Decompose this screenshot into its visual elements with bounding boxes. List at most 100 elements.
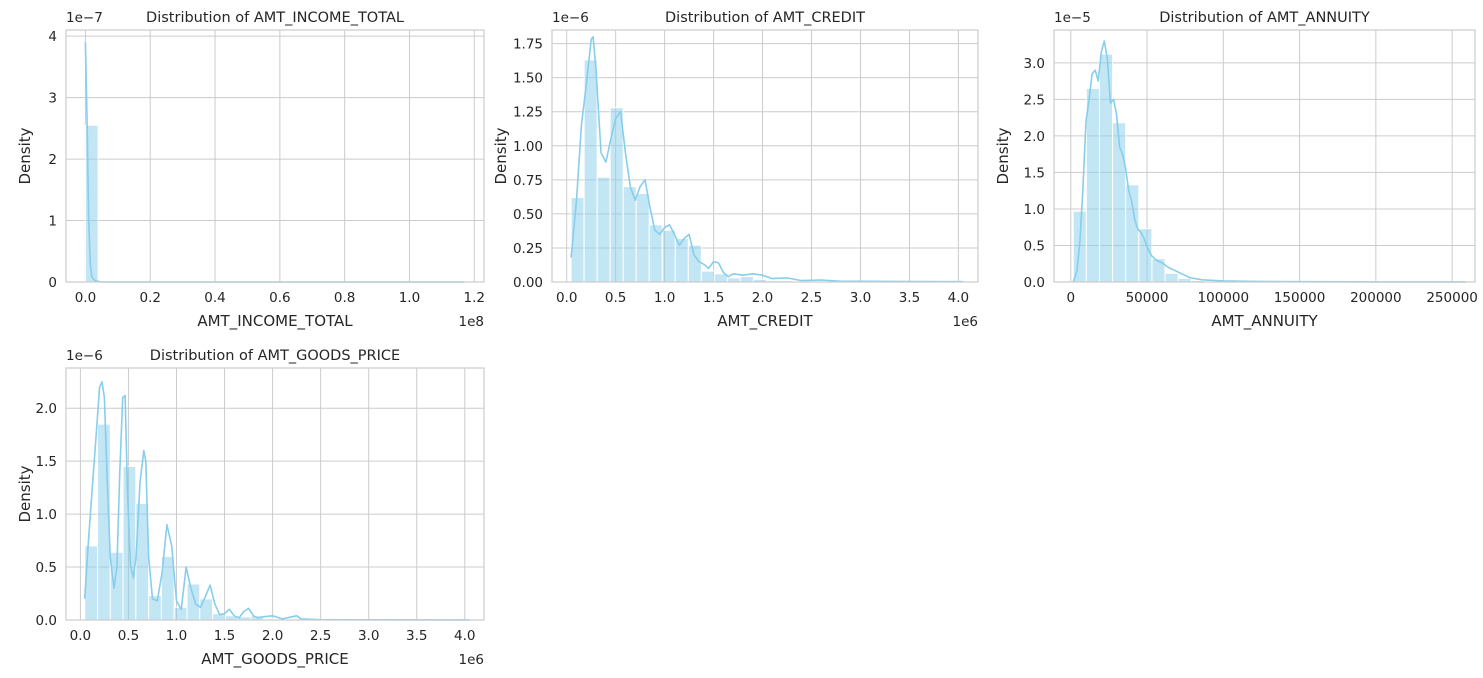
x-tick-label: 0.5 [605, 290, 626, 306]
histogram-bar [1138, 228, 1153, 283]
y-tick-label: 3.0 [1024, 56, 1045, 72]
y-axis-label: Density [16, 465, 34, 522]
x-scale-label: 1e6 [459, 652, 484, 668]
histogram-bar [199, 598, 214, 621]
kde-line [84, 42, 465, 283]
subplot-2: 0.0 0.5 1.0 1.5 2.0 2.5 3.0 3.5 4.0 0.00 0.25 0.50 0… [492, 10, 979, 331]
histogram-bar [596, 176, 611, 283]
x-tick-label: 0.0 [70, 628, 91, 644]
x-tick-label: 1.0 [166, 628, 187, 644]
x-tick-label: 4.0 [454, 628, 475, 644]
x-tick-label: 0.5 [118, 628, 139, 644]
x-tick-label: 1.0 [654, 290, 675, 306]
x-tick-label: 2.5 [310, 628, 331, 644]
x-tick-label: 3.0 [850, 290, 871, 306]
x-tick-label: 3.5 [406, 628, 427, 644]
x-tick-label: 2.5 [801, 290, 822, 306]
y-tick-label: 3 [48, 91, 57, 107]
x-axis-label: AMT_ANNUITY [1211, 312, 1318, 331]
x-tick-label: 4.0 [948, 290, 969, 306]
x-tick-label: 0.0 [556, 290, 577, 306]
y-tick-label: 0.25 [513, 241, 543, 257]
y-scale-label: 1e−5 [1054, 10, 1091, 26]
y-tick-label: 2.0 [36, 401, 57, 417]
y-tick-label: 0.0 [36, 613, 57, 629]
y-scale-label: 1e−6 [66, 348, 103, 364]
y-axis-label: Density [16, 127, 34, 184]
histogram-bar [739, 276, 754, 283]
subplot-1: 0.0 0.2 0.4 0.6 0.8 1.0 1.2 0 1 2 3 4 Distribution o… [16, 10, 485, 331]
kde-line [1072, 40, 1466, 283]
kde-line [570, 35, 964, 283]
x-axis-label: AMT_INCOME_TOTAL [197, 312, 353, 331]
histogram-bar [1098, 53, 1114, 283]
histogram-bar [661, 229, 676, 283]
axes-frame [1053, 29, 1476, 283]
x-tick-label: 1.5 [703, 290, 724, 306]
x-tick-label: 200000 [1350, 290, 1402, 306]
chart-title: Distribution of AMT_CREDIT [665, 10, 865, 26]
chart-title: Distribution of AMT_ANNUITY [1159, 10, 1370, 26]
x-tick-label: 1.2 [464, 290, 485, 306]
axes-frame [65, 29, 485, 283]
chart-title: Distribution of AMT_GOODS_PRICE [150, 348, 400, 364]
histogram-bar [1085, 87, 1100, 283]
y-tick-label: 0.5 [36, 560, 57, 576]
x-axis-label: AMT_GOODS_PRICE [201, 650, 349, 669]
y-tick-label: 1.0 [1024, 202, 1045, 218]
x-tick-label: 0.2 [140, 290, 161, 306]
axes-frame [65, 367, 485, 621]
y-tick-label: 1.5 [1024, 165, 1045, 181]
histogram-bar [1125, 184, 1140, 283]
x-tick-label: 100000 [1198, 290, 1250, 306]
x-tick-label: 3.5 [899, 290, 920, 306]
histogram-bar [622, 186, 637, 283]
x-tick-label: 1.5 [214, 628, 235, 644]
y-tick-label: 1.50 [513, 71, 543, 87]
x-tick-label: 0.4 [204, 290, 225, 306]
histogram-bar [687, 244, 702, 283]
y-axis-label: Density [492, 127, 510, 184]
x-tick-label: 0.0 [75, 290, 96, 306]
y-tick-label: 1.5 [36, 454, 57, 470]
axes-frame [551, 29, 979, 283]
histogram-bar [726, 277, 741, 283]
histogram-bar [1164, 272, 1179, 283]
y-tick-label: 0.50 [513, 207, 543, 223]
x-tick-label: 0 [1066, 290, 1075, 306]
x-tick-label: 50000 [1126, 290, 1169, 306]
y-tick-label: 1.0 [36, 507, 57, 523]
x-tick-label: 250000 [1426, 290, 1478, 306]
y-tick-label: 0.00 [513, 275, 543, 291]
kde-line [83, 380, 470, 621]
y-tick-label: 0.5 [1024, 238, 1045, 254]
subplot-4: 0.0 0.5 1.0 1.5 2.0 2.5 3.0 3.5 4.0 0.0 0.5 1.0 1.5 2… [16, 348, 485, 669]
y-tick-label: 4 [48, 29, 57, 45]
subplot-3: 0 50000 100000 150000 200000 250000 0.0 0.5 1.0 1… [994, 10, 1478, 331]
histogram-bar [583, 59, 598, 283]
x-tick-label: 2.0 [262, 628, 283, 644]
x-tick-label: 150000 [1274, 290, 1326, 306]
y-tick-label: 0.0 [1024, 275, 1045, 291]
x-tick-label: 3.0 [358, 628, 379, 644]
histogram-bar [700, 270, 715, 283]
y-tick-label: 1.75 [513, 37, 543, 53]
y-tick-label: 2.5 [1024, 92, 1045, 108]
histogram-bar [186, 583, 201, 621]
y-scale-label: 1e−6 [552, 10, 589, 26]
x-tick-label: 1.0 [399, 290, 420, 306]
histogram-bar [674, 237, 689, 283]
y-tick-label: 2.0 [1024, 129, 1045, 145]
histogram-bar [635, 192, 650, 283]
y-scale-label: 1e−7 [66, 10, 103, 26]
y-tick-label: 0 [48, 275, 57, 291]
y-tick-label: 1.25 [513, 105, 543, 121]
histogram-bar [1151, 258, 1166, 283]
x-tick-label: 0.6 [269, 290, 290, 306]
x-tick-label: 2.0 [752, 290, 773, 306]
x-scale-label: 1e8 [459, 314, 484, 330]
x-tick-label: 0.8 [334, 290, 355, 306]
x-axis-label: AMT_CREDIT [717, 312, 813, 331]
y-tick-label: 1.00 [513, 139, 543, 155]
